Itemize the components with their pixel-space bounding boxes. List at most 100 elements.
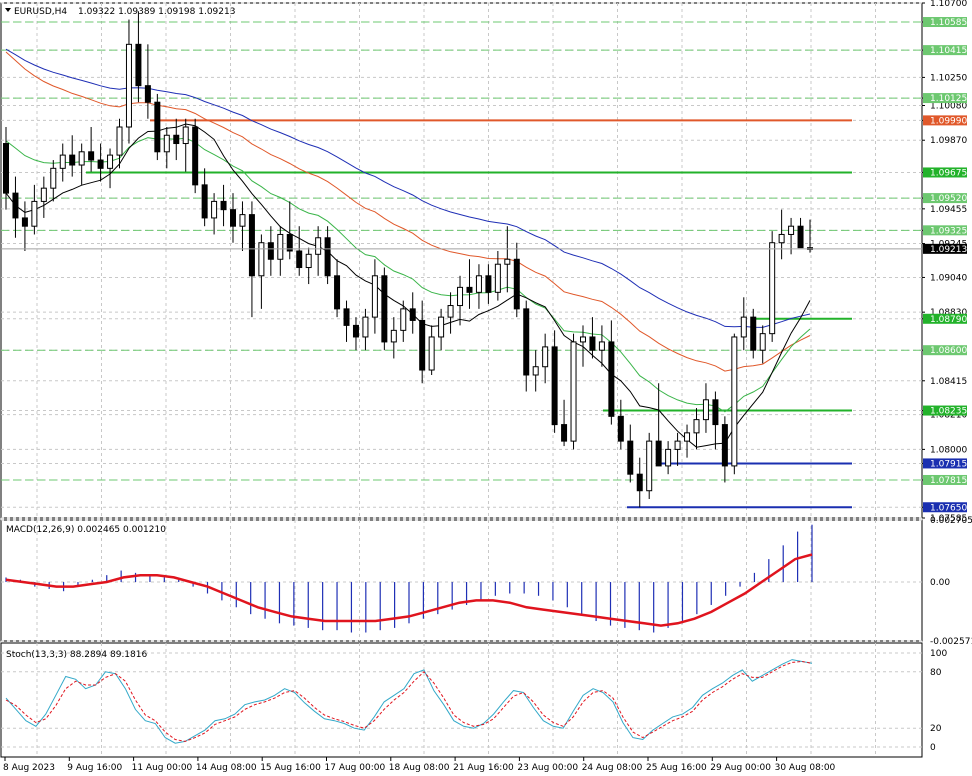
candle-body xyxy=(390,329,397,343)
price-tag xyxy=(923,93,967,104)
price-tag-label: 1.08235 xyxy=(930,407,967,417)
candle-body xyxy=(712,399,719,426)
candle-body xyxy=(239,214,246,227)
candle-body xyxy=(750,316,757,351)
candle-body xyxy=(570,341,577,442)
candle-body xyxy=(674,440,681,450)
time-axis-label: 8 Aug 2023 xyxy=(3,763,55,773)
candle-body xyxy=(296,250,303,269)
candle-body xyxy=(693,419,700,434)
price-axis-label: 1.09870 xyxy=(930,136,967,146)
price-tag-label: 1.09325 xyxy=(930,226,967,236)
candle-body xyxy=(125,43,132,128)
candle-body xyxy=(12,192,19,219)
price-tag xyxy=(923,502,967,513)
candle-body xyxy=(684,432,691,442)
candle-body xyxy=(551,346,558,426)
candle-body xyxy=(69,154,76,166)
candle-body xyxy=(494,263,501,293)
candle-body xyxy=(116,126,123,156)
macd-signal-line xyxy=(5,553,813,627)
time-axis-label: 11 Aug 00:00 xyxy=(132,763,193,773)
symbol-title: EURUSD,H4 xyxy=(14,7,67,17)
candle-body xyxy=(334,275,341,310)
price-axis-label: 1.07585 xyxy=(930,514,967,524)
candle-body xyxy=(362,316,369,338)
candle-body xyxy=(665,448,672,467)
ma-green-line xyxy=(5,137,811,413)
candle-body xyxy=(589,336,596,351)
stoch-axis-label: 0 xyxy=(930,743,936,753)
candle-body xyxy=(3,143,9,194)
candle-body xyxy=(220,200,227,211)
candle-body xyxy=(31,200,38,227)
candle-body xyxy=(352,324,359,338)
macd-pane[interactable]: 0.002705 0.00 -0.002571 xyxy=(0,516,972,647)
candle-body xyxy=(211,200,218,219)
ma-orange-line xyxy=(5,51,811,372)
candle-body xyxy=(409,308,416,321)
candle-body xyxy=(97,159,104,169)
candle-body xyxy=(400,308,407,331)
candle-body xyxy=(646,440,653,492)
candle-body xyxy=(371,275,378,318)
candle-body xyxy=(797,225,804,249)
candle-body xyxy=(627,440,634,475)
price-tag xyxy=(923,474,967,485)
candle-body xyxy=(778,233,785,244)
candle-body xyxy=(315,237,322,255)
pane-frame xyxy=(0,519,923,642)
candle-body xyxy=(50,167,57,189)
candle-body xyxy=(135,43,142,87)
stoch-axis-label: 100 xyxy=(930,649,947,659)
price-tag xyxy=(923,45,967,56)
stoch-title: Stoch(13,3,3) 88.2894 89.1816 xyxy=(6,650,147,660)
time-axis-label: 15 Aug 16:00 xyxy=(260,763,321,773)
price-tag-label: 1.09520 xyxy=(930,194,967,204)
ma-blue-line xyxy=(5,48,811,328)
candle-body xyxy=(542,346,549,368)
price-tag xyxy=(923,17,967,28)
price-tag-label: 1.10125 xyxy=(930,94,967,104)
price-axis-label: 1.08830 xyxy=(930,308,967,318)
candle-body xyxy=(277,233,284,260)
candle-body xyxy=(258,242,265,277)
candle-body xyxy=(475,275,482,293)
price-axis-label: 1.08210 xyxy=(930,411,967,421)
time-axis-label: 23 Aug 00:00 xyxy=(517,763,578,773)
candle-body xyxy=(192,126,199,186)
price-tag-label: 1.10585 xyxy=(930,18,967,28)
candle-body xyxy=(163,134,170,153)
candle-body xyxy=(144,85,151,103)
candle-body xyxy=(466,286,473,293)
price-tag-label: 1.07650 xyxy=(930,503,967,513)
candle-body xyxy=(759,333,766,351)
price-pane[interactable]: 1.10700 1.10585 1.10415 1.10250 1.101251.100… xyxy=(0,0,967,524)
candle-body xyxy=(154,101,161,153)
candle-body xyxy=(428,336,435,371)
dropdown-triangle-icon[interactable] xyxy=(5,8,11,12)
candle-body xyxy=(523,308,530,376)
stoch-axis-label: 80 xyxy=(930,668,942,678)
time-axis-label: 17 Aug 00:00 xyxy=(325,763,386,773)
macd-axis-label: 0.002705 xyxy=(930,516,972,526)
ohlc-values: 1.09322 1.09389 1.09198 1.09213 xyxy=(78,7,235,17)
price-tag xyxy=(923,167,967,178)
price-tag-label: 1.10415 xyxy=(930,46,967,56)
price-tag xyxy=(923,115,967,126)
price-axis-label: 1.08000 xyxy=(930,445,967,455)
time-axis-label: 21 Aug 16:00 xyxy=(453,763,514,773)
price-axis-label: 1.10700 xyxy=(930,0,967,9)
candle-body xyxy=(173,134,180,145)
macd-axis-label: 0.00 xyxy=(930,578,950,588)
candle-body xyxy=(561,424,568,442)
candle-body xyxy=(579,336,586,343)
time-axis-label: 30 Aug 08:00 xyxy=(775,763,836,773)
candle-body xyxy=(721,424,728,467)
candle-body xyxy=(324,237,331,277)
price-axis-label: 1.09455 xyxy=(930,205,967,215)
price-tag-label: 1.08790 xyxy=(930,315,967,325)
price-tag xyxy=(923,313,967,324)
time-axis-label: 18 Aug 08:00 xyxy=(389,763,450,773)
